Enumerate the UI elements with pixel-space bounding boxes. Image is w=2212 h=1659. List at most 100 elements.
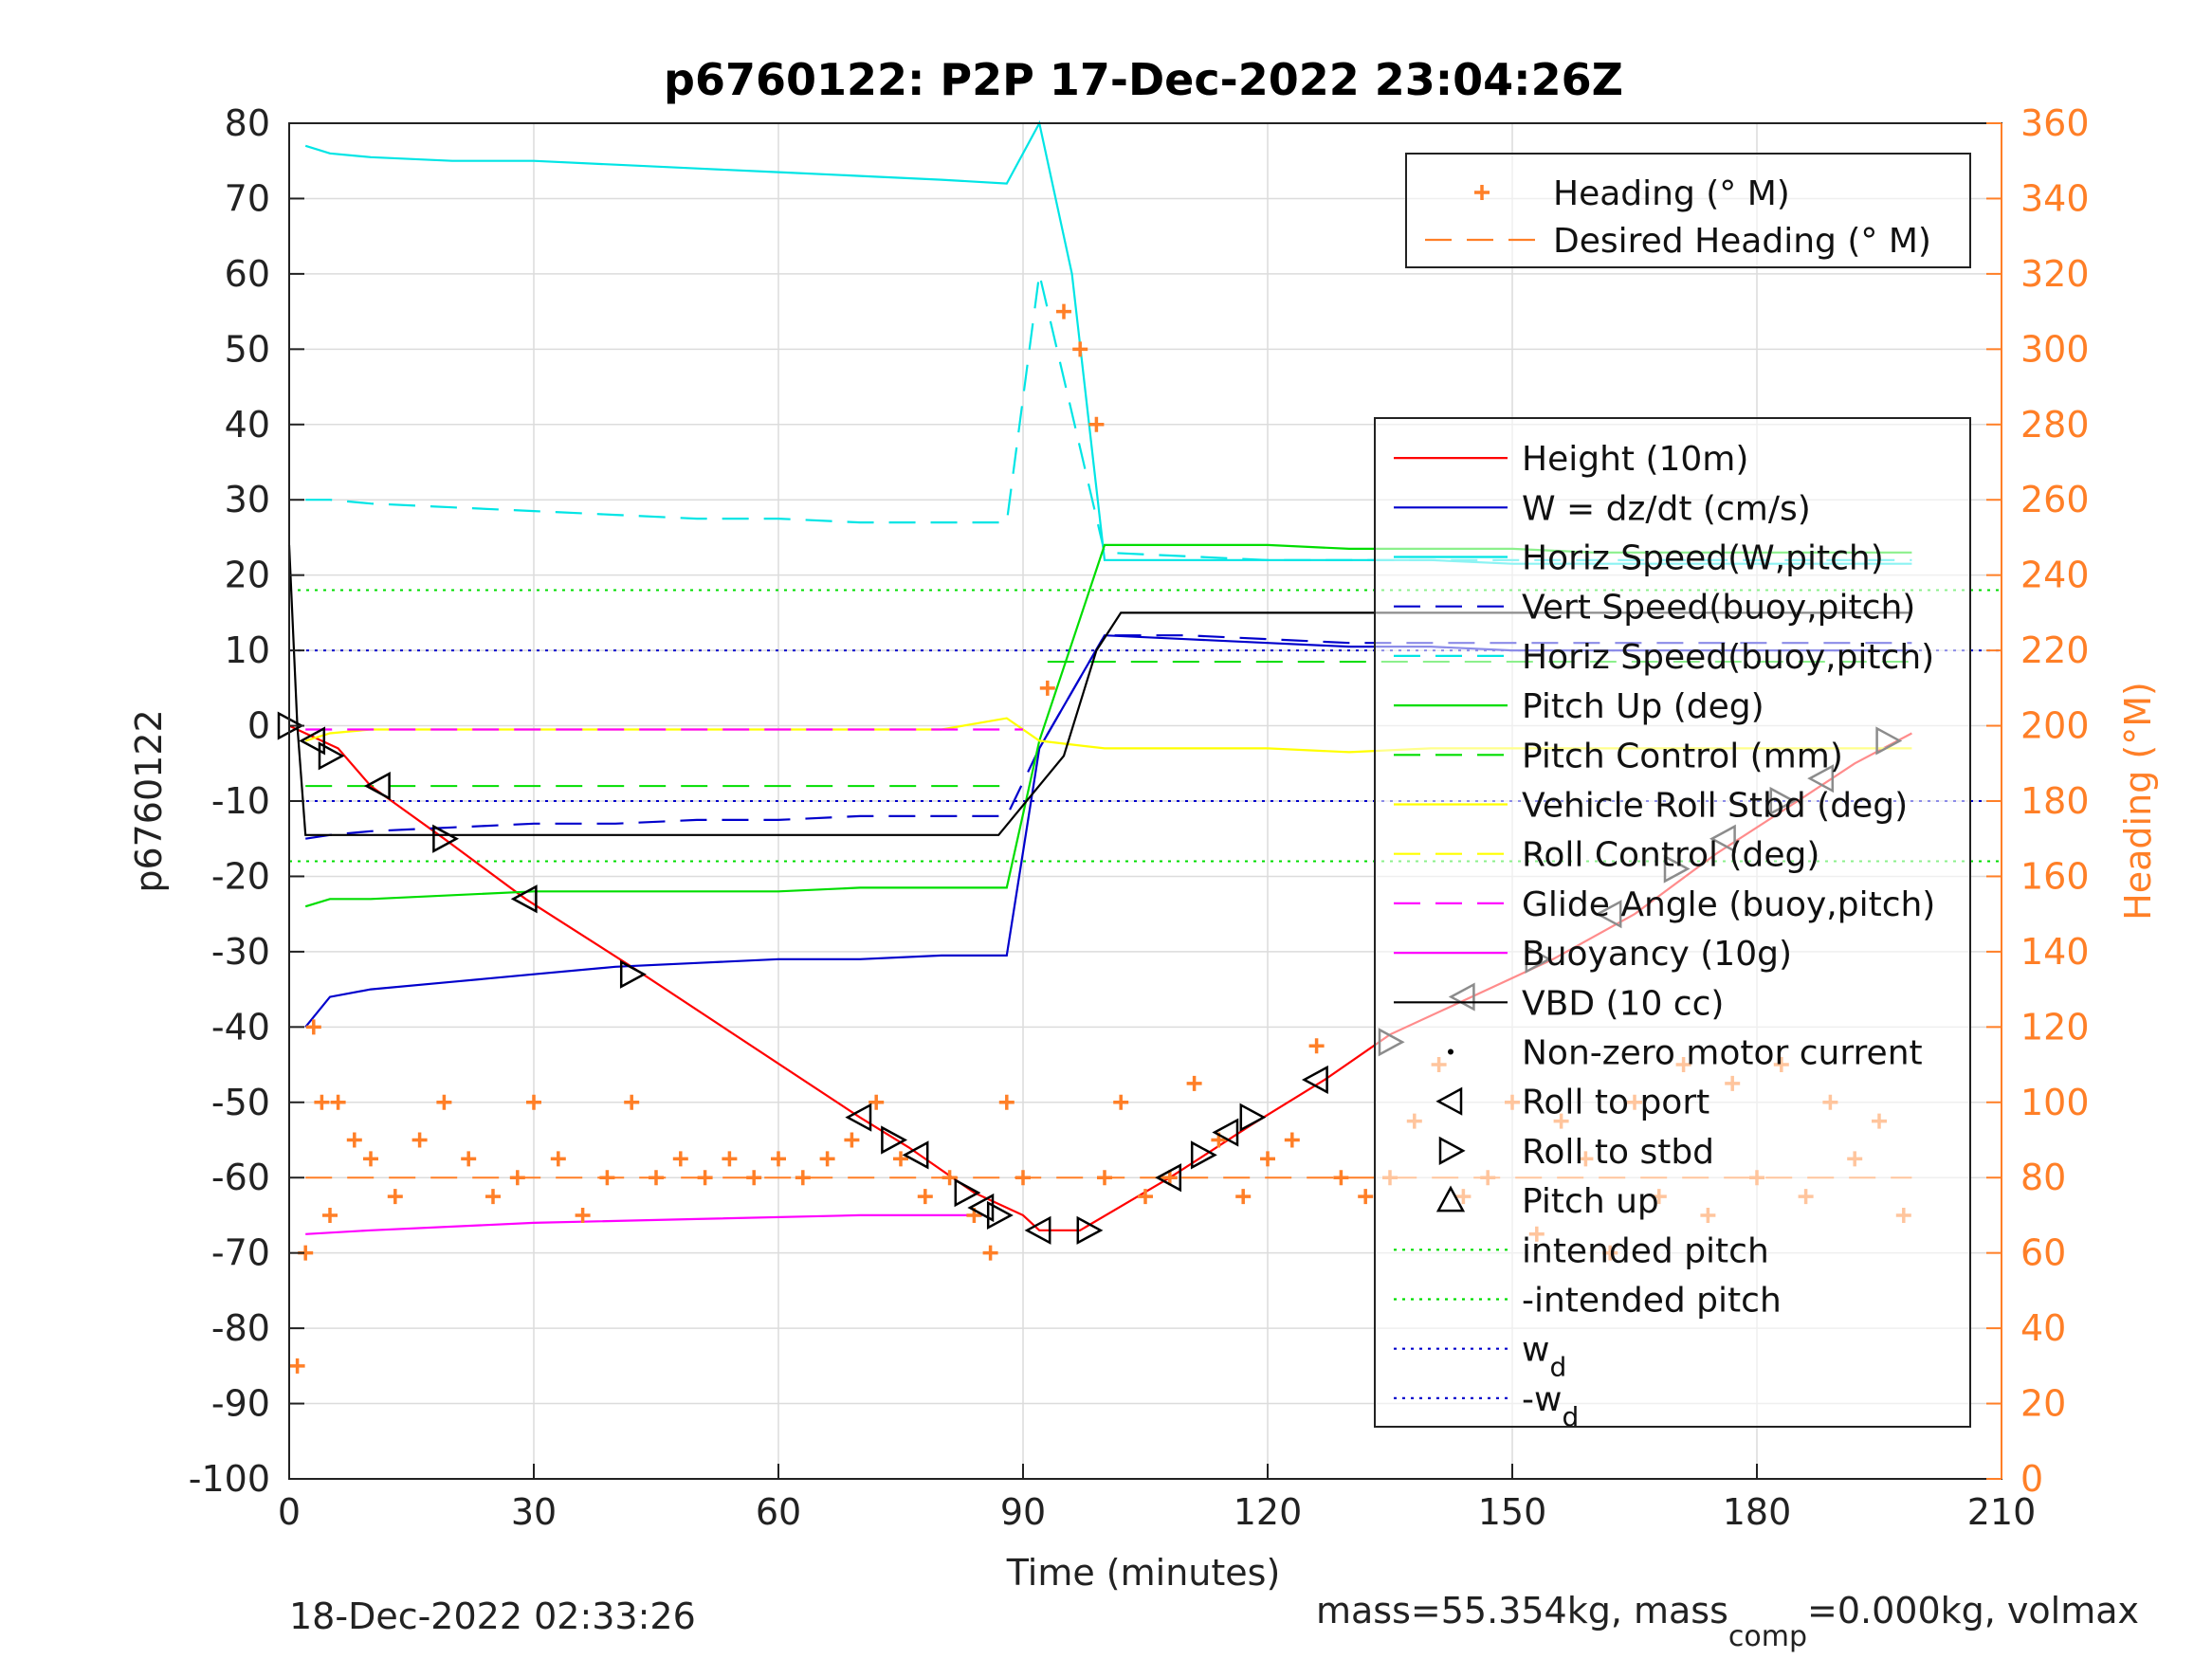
x-axis-label: Time (minutes) xyxy=(1006,1552,1281,1594)
legend-sample xyxy=(1438,1136,1466,1165)
x-axis-ticks: 0 30 60 90 120 150 180 210 xyxy=(278,1464,2036,1533)
heading-point xyxy=(795,1170,811,1186)
roll-to-port-marker xyxy=(1301,1065,1328,1095)
legend-label: Buoyancy (10g) xyxy=(1522,935,1792,974)
legend-main: Height (10m) W = dz/dt (cm/s) Horiz Speed(… xyxy=(1374,417,1971,1432)
heading-point xyxy=(868,1094,885,1110)
heading-point xyxy=(982,1245,998,1261)
legend-label: Roll to port xyxy=(1522,1084,1709,1122)
legend-label-text: Pitch up xyxy=(1522,1182,1659,1221)
y-right-tick-label: 340 xyxy=(2020,177,2090,219)
legend-label-text: Heading (° M) xyxy=(1553,174,1790,213)
roll-to-port-marker xyxy=(299,726,326,756)
legend-label: intended pitch xyxy=(1522,1231,1769,1270)
heading-point xyxy=(1056,303,1071,319)
y-axis-left-ticks: 80 70 60 50 40 30 20 10 0 -10 -20 -30 -40 -50 -60 -70 -8… xyxy=(189,102,304,1500)
legend-label-text: -w xyxy=(1522,1380,1562,1419)
legend-label: wd xyxy=(1522,1331,1566,1383)
x-tick-label: 150 xyxy=(1478,1491,1547,1533)
heading-point xyxy=(1358,1189,1374,1205)
legend-label: Pitch Control (mm) xyxy=(1522,737,1843,775)
heading-point xyxy=(346,1132,362,1148)
roll-to-port-marker xyxy=(1212,1118,1239,1147)
y-right-tick-label: 360 xyxy=(2020,102,2090,144)
heading-point xyxy=(363,1151,378,1167)
heading-point xyxy=(305,1019,321,1035)
heading-point xyxy=(1072,341,1088,357)
y-axis-left-label: p6760122 xyxy=(128,709,170,892)
y-tick-label: -100 xyxy=(189,1458,270,1500)
legend-box xyxy=(1405,153,1971,268)
legend-label: Non-zero motor current xyxy=(1522,1034,1923,1073)
legend-label: Pitch up xyxy=(1522,1182,1659,1221)
heading-point xyxy=(697,1170,713,1186)
heading-point xyxy=(289,1358,305,1374)
y-tick-label: 30 xyxy=(225,479,270,520)
heading-point xyxy=(1235,1189,1252,1205)
heading-point xyxy=(599,1170,615,1186)
legend-label: W = dz/dt (cm/s) xyxy=(1522,489,1811,528)
chart-title: p6760122: P2P 17-Dec-2022 23:04:26Z xyxy=(664,54,1623,105)
y-right-tick-label: 140 xyxy=(2020,931,2090,973)
heading-point xyxy=(1015,1170,1031,1186)
y-right-tick-label: 60 xyxy=(2020,1232,2066,1274)
legend-label: Pitch Up (deg) xyxy=(1522,687,1764,726)
roll-to-stbd-marker xyxy=(432,824,460,853)
heading-point xyxy=(526,1094,541,1110)
heading-point xyxy=(461,1151,477,1167)
y-tick-label: 70 xyxy=(225,177,270,219)
y-tick-label: -50 xyxy=(211,1082,270,1123)
heading-point xyxy=(941,1170,958,1186)
y-right-tick-label: 280 xyxy=(2020,404,2090,446)
heading-point xyxy=(1308,1038,1325,1054)
x-tick-label: 120 xyxy=(1234,1491,1303,1533)
y-right-tick-label: 160 xyxy=(2020,855,2090,897)
roll-to-port-marker xyxy=(510,884,538,914)
footer-mass-suffix: =0.000kg, volmax xyxy=(1807,1590,2139,1632)
roll-to-port-marker xyxy=(845,1103,872,1132)
footer-date: 18-Dec-2022 02:33:26 xyxy=(289,1595,696,1637)
legend-label: -intended pitch xyxy=(1522,1282,1782,1321)
y-tick-label: 50 xyxy=(225,328,270,370)
legend-label: Vert Speed(buoy,pitch) xyxy=(1522,589,1915,628)
roll-to-port-marker xyxy=(1024,1215,1051,1245)
heading-point xyxy=(1161,1170,1178,1186)
y-axis-right-label: Heading (°M) xyxy=(2117,682,2159,921)
legend-label-text: Buoyancy (10g) xyxy=(1522,935,1792,974)
heading-point xyxy=(917,1189,933,1205)
y-tick-label: 0 xyxy=(247,705,270,747)
y-right-tick-label: 200 xyxy=(2020,705,2090,747)
heading-point xyxy=(844,1132,860,1148)
legend-label-text: Vehicle Roll Stbd (deg) xyxy=(1522,787,1908,826)
roll-to-port-marker xyxy=(1155,1163,1182,1193)
y-right-tick-label: 100 xyxy=(2020,1082,2090,1123)
heading-point xyxy=(746,1170,762,1186)
legend-label: Vehicle Roll Stbd (deg) xyxy=(1522,787,1908,826)
y-tick-label: -70 xyxy=(211,1232,270,1274)
roll-to-stbd-marker xyxy=(954,1178,981,1208)
heading-point xyxy=(819,1151,835,1167)
legend-label-text: Roll to port xyxy=(1522,1084,1709,1122)
legend-label-text: Horiz Speed(buoy,pitch) xyxy=(1522,638,1934,677)
roll-to-stbd-marker xyxy=(318,741,345,771)
heading-point xyxy=(1138,1189,1153,1205)
y-tick-label: 10 xyxy=(225,629,270,671)
y-tick-label: -20 xyxy=(211,855,270,897)
legend-label: VBD (10 cc) xyxy=(1522,984,1724,1023)
y-tick-label: 40 xyxy=(225,404,270,446)
heading-point xyxy=(624,1094,640,1110)
y-tick-label: -80 xyxy=(211,1307,270,1349)
legend-label: -wd xyxy=(1522,1380,1579,1432)
heading-point xyxy=(436,1094,452,1110)
roll-to-stbd-marker xyxy=(986,1200,1014,1231)
heading-point xyxy=(1260,1151,1275,1167)
x-tick-label: 210 xyxy=(1967,1491,2037,1533)
y-right-tick-label: 40 xyxy=(2020,1307,2066,1349)
heading-point xyxy=(411,1132,428,1148)
legend-label: Roll to stbd xyxy=(1522,1133,1714,1172)
legend-label-text: Roll to stbd xyxy=(1522,1133,1714,1172)
y-right-tick-label: 320 xyxy=(2020,253,2090,295)
legend-label-text: Roll Control (deg) xyxy=(1522,836,1819,875)
y-right-tick-label: 120 xyxy=(2020,1006,2090,1048)
roll-to-stbd-marker xyxy=(881,1125,908,1155)
